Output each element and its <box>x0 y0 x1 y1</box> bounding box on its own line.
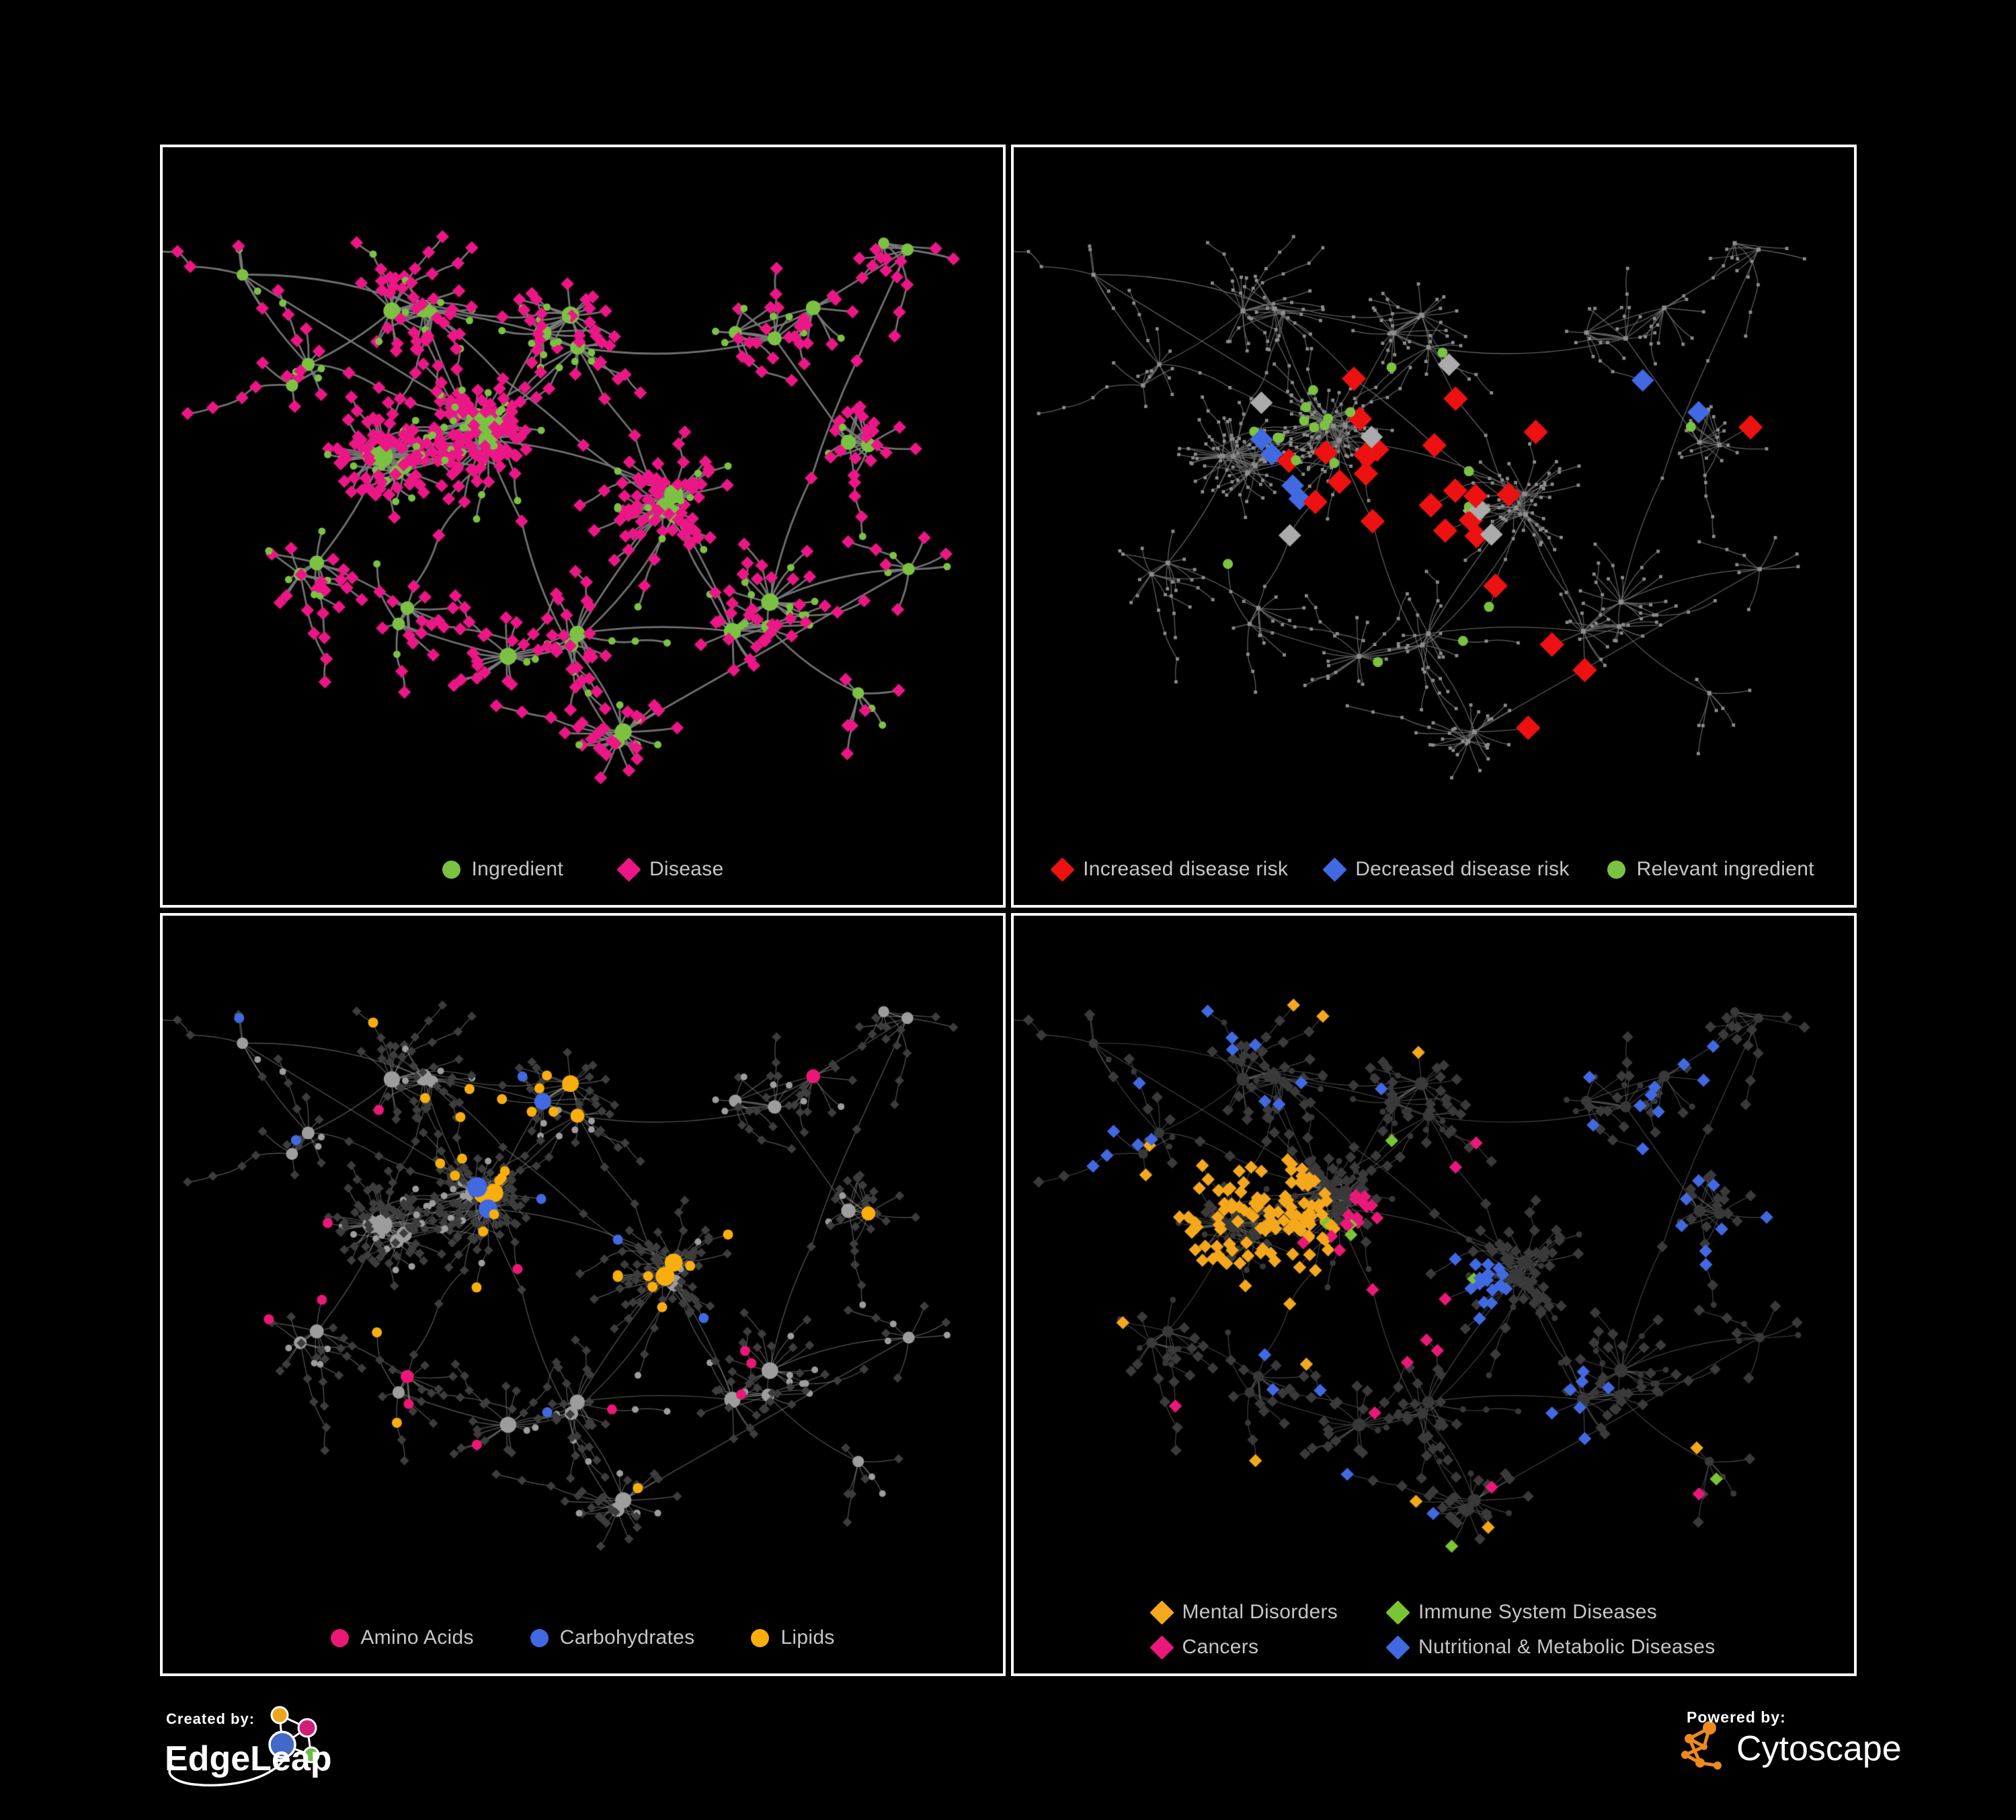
legend-label: Relevant ingredient <box>1636 858 1814 880</box>
nutritional-metabolic-diseases-swatch-icon <box>1385 1634 1410 1660</box>
edgeleap-network-icon: Created by: EdgeLeap <box>165 1706 332 1787</box>
relevant-ingredient-swatch-icon <box>1607 860 1625 879</box>
legend-label: Ingredient <box>471 858 563 880</box>
legend-label: Increased disease risk <box>1083 858 1289 880</box>
legend-item: Decreased disease risk <box>1322 857 1570 882</box>
legend-label: Amino Acids <box>360 1626 474 1649</box>
legend-item: Carbohydrates <box>530 1626 695 1649</box>
legend-label: Carbohydrates <box>559 1626 695 1649</box>
legend-label: Immune System Diseases <box>1418 1601 1658 1623</box>
legend-item: Increased disease risk <box>1050 857 1289 882</box>
legend-label: Lipids <box>780 1626 835 1649</box>
legend-item: Relevant ingredient <box>1607 858 1814 881</box>
created-by-caption: Created by: <box>166 1710 255 1727</box>
legend-item: Ingredient <box>442 858 563 881</box>
disease-swatch-icon <box>616 857 641 882</box>
legend-nutrient-classes: Amino Acids Carbohydrates Lipids <box>163 1626 1003 1649</box>
network-canvas-disease-risk <box>1014 147 1854 905</box>
legend-ingredient-disease: Ingredient Disease <box>163 857 1003 882</box>
lipids-swatch-icon <box>751 1628 770 1647</box>
panel-disease-risk: Increased disease risk Decreased disease… <box>1011 145 1857 908</box>
increased-risk-swatch-icon <box>1050 857 1075 882</box>
decreased-risk-swatch-icon <box>1322 857 1347 882</box>
powered-by-caption: Powered by: <box>1687 1708 1786 1726</box>
carbohydrates-swatch-icon <box>530 1628 549 1647</box>
legend-disease-categories: Mental Disorders Immune System Diseases … <box>1014 1599 1854 1660</box>
edgeleap-logo: Created by: EdgeLeap <box>157 1704 358 1798</box>
cytoscape-brand-text: Cytoscape <box>1736 1729 1902 1768</box>
mental-disorders-swatch-icon <box>1149 1599 1174 1625</box>
cytoscape-logo: Powered by: Cytoscape <box>1679 1705 1934 1792</box>
edgeleap-brand-text: EdgeLeap <box>165 1739 332 1778</box>
legend-label: Decreased disease risk <box>1355 858 1570 880</box>
network-canvas-nutrient-classes <box>163 916 1003 1673</box>
panel-disease-categories: Mental Disorders Immune System Diseases … <box>1011 913 1857 1676</box>
legend-item: Disease <box>616 857 724 882</box>
amino-acids-swatch-icon <box>331 1628 350 1647</box>
legend-item: Amino Acids <box>331 1626 473 1649</box>
legend-label: Cancers <box>1182 1636 1259 1658</box>
network-canvas-ingredient-disease <box>163 147 1003 905</box>
ingredient-swatch-icon <box>442 860 460 879</box>
legend-label: Disease <box>649 858 724 880</box>
panel-grid: Ingredient Disease Increased disease ris… <box>160 145 1857 1676</box>
cancers-swatch-icon <box>1149 1634 1174 1660</box>
legend-item: Mental Disorders <box>1149 1599 1338 1625</box>
panel-ingredient-disease: Ingredient Disease <box>160 145 1006 908</box>
immune-system-diseases-swatch-icon <box>1385 1599 1410 1625</box>
legend-item: Lipids <box>751 1626 834 1649</box>
legend-item: Cancers <box>1149 1634 1338 1660</box>
legend-item: Immune System Diseases <box>1385 1599 1715 1625</box>
legend-label: Nutritional & Metabolic Diseases <box>1418 1636 1716 1658</box>
legend-item: Nutritional & Metabolic Diseases <box>1385 1634 1716 1660</box>
panel-nutrient-classes: Amino Acids Carbohydrates Lipids <box>160 913 1006 1676</box>
legend-disease-risk: Increased disease risk Decreased disease… <box>1014 857 1854 882</box>
legend-label: Mental Disorders <box>1182 1601 1338 1623</box>
network-canvas-disease-categories <box>1014 916 1854 1673</box>
cytoscape-network-icon: Powered by: Cytoscape <box>1681 1708 1902 1770</box>
